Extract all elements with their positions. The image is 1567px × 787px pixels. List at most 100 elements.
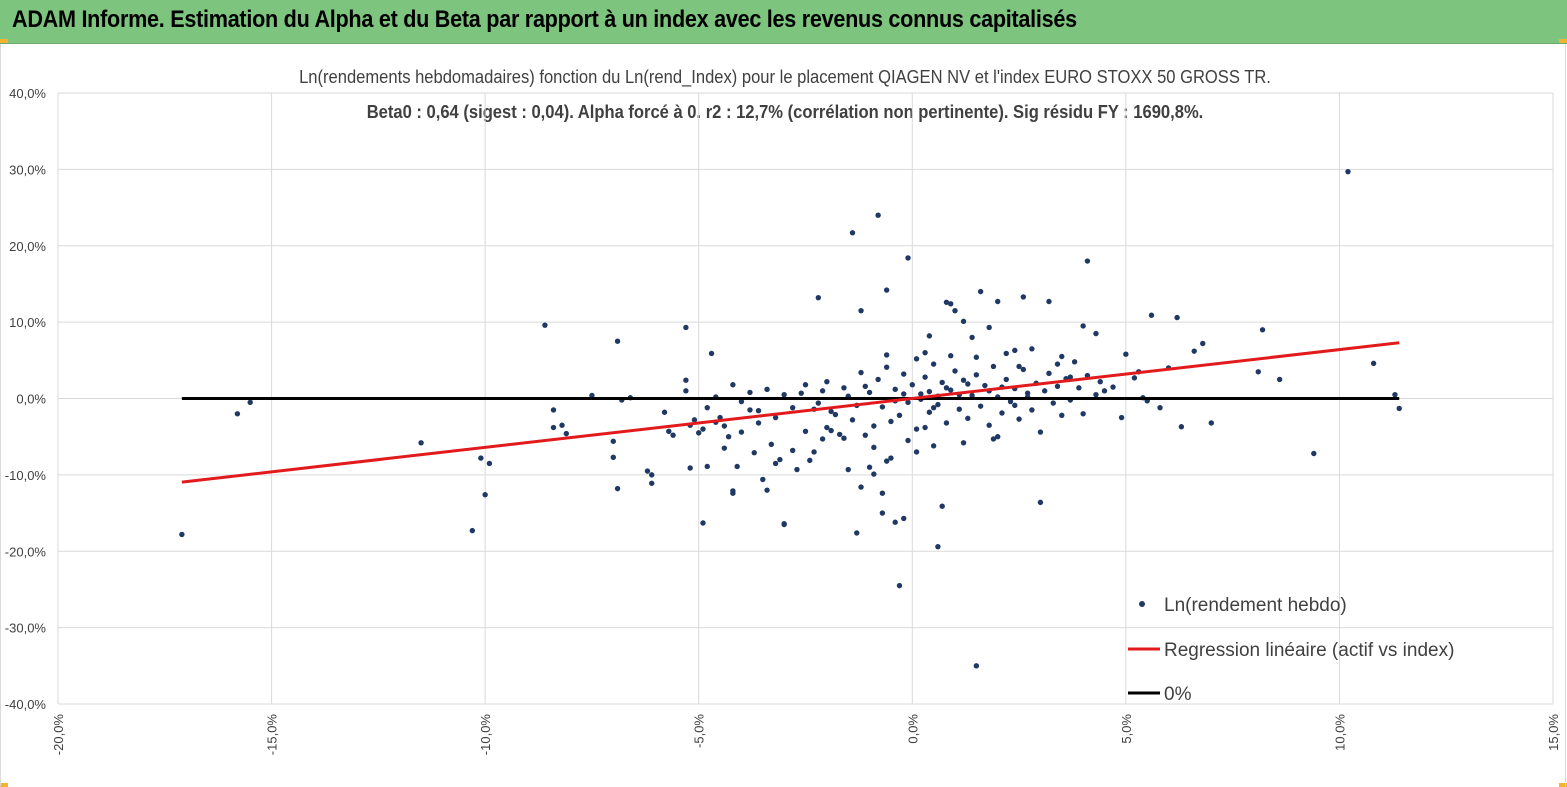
data-point <box>926 333 933 339</box>
data-point <box>862 383 868 389</box>
data-point <box>956 406 962 412</box>
data-point <box>700 520 706 526</box>
data-point <box>1311 450 1317 457</box>
data-point <box>866 389 873 396</box>
x-tick-label: 5,0% <box>1119 714 1134 744</box>
data-point <box>935 543 941 550</box>
data-point <box>892 519 898 525</box>
data-point <box>1157 404 1163 411</box>
data-point <box>789 404 796 411</box>
data-point <box>1200 340 1206 347</box>
data-point <box>901 515 907 522</box>
data-point <box>892 386 898 393</box>
data-point <box>960 318 967 325</box>
y-tick-label: -40,0% <box>5 697 47 712</box>
data-point <box>913 356 920 362</box>
data-point <box>841 435 847 441</box>
data-point <box>704 404 710 411</box>
data-point <box>922 349 928 356</box>
data-point <box>854 530 860 536</box>
data-point <box>1392 391 1398 398</box>
data-point <box>841 385 847 391</box>
data-point <box>563 430 569 437</box>
data-point <box>871 444 877 451</box>
data-point <box>559 422 565 428</box>
data-point <box>542 322 548 328</box>
legend-label: Regression linéaire (actif vs index) <box>1164 640 1454 661</box>
data-point <box>858 484 864 490</box>
data-point <box>926 409 933 415</box>
data-point <box>883 352 890 358</box>
legend-label: Ln(rendement hebdo) <box>1164 595 1347 616</box>
data-point <box>815 400 822 406</box>
data-point <box>418 440 424 446</box>
data-point <box>1024 390 1031 396</box>
data-point <box>901 391 907 397</box>
data-point <box>1191 348 1197 354</box>
data-point <box>610 454 616 461</box>
data-point <box>982 382 988 389</box>
data-point <box>644 468 651 474</box>
data-point <box>1093 330 1099 337</box>
data-point <box>1054 361 1061 367</box>
data-point <box>995 298 1001 305</box>
data-point <box>755 408 762 414</box>
data-point <box>896 412 903 419</box>
data-point <box>905 255 911 261</box>
data-point <box>973 663 980 669</box>
data-point <box>764 386 770 393</box>
data-point <box>760 476 766 483</box>
data-point <box>836 431 843 438</box>
data-point <box>1037 499 1044 506</box>
data-point <box>883 287 890 293</box>
data-point <box>649 480 655 486</box>
data-point <box>1016 363 1022 370</box>
x-tick-label: 10,0% <box>1332 714 1347 751</box>
data-point <box>995 433 1001 440</box>
data-point <box>1276 376 1283 383</box>
data-point <box>922 374 928 380</box>
data-point <box>1101 388 1108 394</box>
data-point <box>179 531 185 538</box>
data-point <box>589 392 595 399</box>
data-point <box>1080 323 1086 329</box>
data-point <box>1396 405 1402 412</box>
data-point <box>913 449 920 455</box>
data-point <box>781 391 787 398</box>
data-point <box>1118 414 1125 421</box>
data-point <box>922 424 928 431</box>
data-point <box>777 456 783 463</box>
data-point <box>1012 402 1018 409</box>
data-point <box>478 455 484 461</box>
data-point <box>977 403 984 409</box>
y-tick-label: 20,0% <box>9 239 46 254</box>
data-point <box>952 307 958 314</box>
data-point <box>948 353 954 359</box>
data-point <box>700 426 706 432</box>
data-point <box>952 368 958 374</box>
x-tick-label: -20,0% <box>51 714 66 756</box>
data-point <box>1123 351 1129 357</box>
data-point <box>824 424 830 431</box>
data-point <box>1012 347 1018 354</box>
data-point <box>469 527 476 534</box>
data-point <box>930 404 937 411</box>
data-point <box>772 460 779 467</box>
data-point <box>819 436 826 442</box>
data-point <box>943 299 950 305</box>
data-point <box>969 334 975 341</box>
data-point <box>828 408 834 415</box>
data-point <box>986 422 992 428</box>
data-point <box>930 443 937 449</box>
data-point <box>918 391 924 397</box>
corner-accent-top-left <box>0 39 8 43</box>
data-point <box>1259 327 1266 333</box>
report-title: ADAM Informe. Estimation du Alpha et du … <box>12 6 1077 33</box>
data-point <box>832 411 839 418</box>
data-point <box>977 288 984 295</box>
data-point <box>1046 370 1052 376</box>
data-point <box>550 424 557 431</box>
data-point <box>1020 294 1027 300</box>
data-point <box>960 440 967 446</box>
